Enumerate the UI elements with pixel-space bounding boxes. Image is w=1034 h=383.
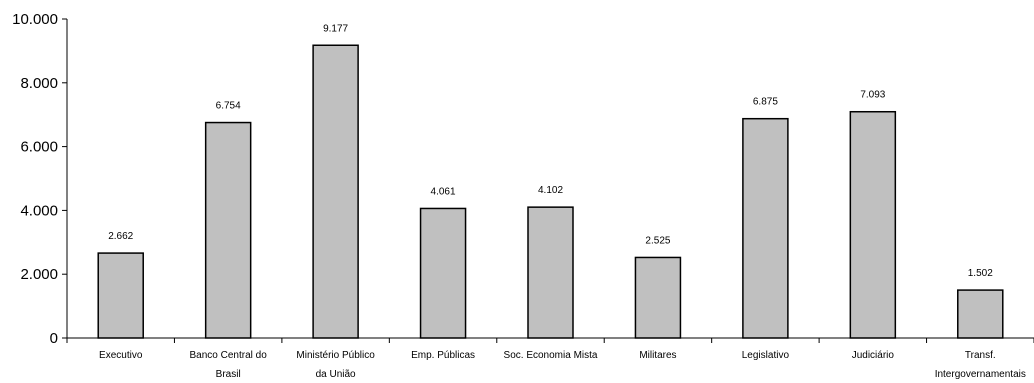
- data-label: 6.875: [753, 97, 778, 108]
- category-labels: Executivo Banco Central do Brasil Ministéri…: [99, 350, 1026, 380]
- bar: [97, 252, 144, 339]
- x-tick-label: Militares: [639, 350, 676, 361]
- bar: [742, 117, 789, 339]
- x-tick-label: Executivo: [99, 350, 143, 361]
- bar: [312, 44, 359, 339]
- data-label: 4.061: [431, 186, 456, 197]
- y-tick-label: 6.000: [20, 139, 58, 156]
- x-tick-label: Judiciário: [852, 350, 895, 361]
- y-tick-label: 4.000: [20, 202, 58, 219]
- x-tick-label: Emp. Públicas: [411, 350, 475, 361]
- x-tick-label: Banco Central do: [190, 350, 268, 361]
- data-label: 6.754: [216, 101, 241, 112]
- y-tick-label: 8.000: [20, 75, 58, 92]
- y-tick-label: 10.000: [12, 11, 58, 28]
- data-label: 9.177: [323, 23, 348, 34]
- data-label: 4.102: [538, 185, 563, 196]
- data-labels: 2.662 6.754 9.177 4.061 4.102 2.525 6.875 7.093…: [108, 23, 993, 279]
- x-tick-label: Legislativo: [742, 350, 790, 361]
- x-tick-label: Ministério Público: [296, 350, 375, 361]
- x-tick-label: Intergovernamentais: [935, 369, 1026, 380]
- bar: [634, 256, 682, 339]
- bar-series: [97, 44, 1004, 339]
- x-tick-label: Soc. Economia Mista: [504, 350, 598, 361]
- x-tick-label: da União: [316, 369, 356, 380]
- bar: [419, 207, 467, 339]
- data-label: 2.525: [645, 235, 670, 246]
- bar: [957, 289, 1004, 339]
- data-label: 7.093: [860, 90, 885, 101]
- y-tick-label: 2.000: [20, 266, 58, 283]
- bar: [204, 121, 252, 339]
- data-label: 1.502: [968, 268, 993, 279]
- bar: [527, 206, 574, 339]
- x-tick-label: Brasil: [216, 369, 241, 380]
- x-tick-label: Transf.: [965, 350, 996, 361]
- bar: [849, 110, 897, 339]
- y-tick-label: 0: [50, 330, 58, 347]
- data-label: 2.662: [108, 231, 133, 242]
